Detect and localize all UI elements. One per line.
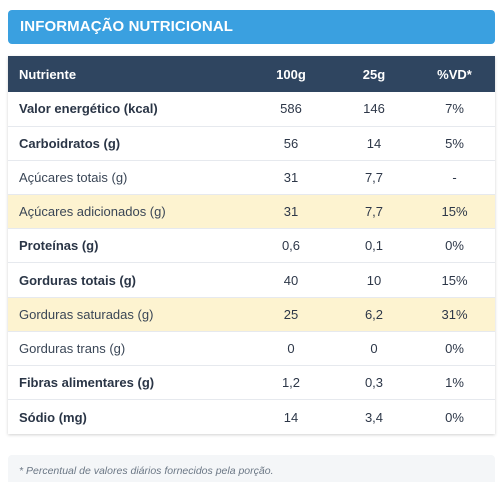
nutrient-name-cell: Fibras alimentares (g) bbox=[19, 375, 155, 391]
daily-value-cell: 5% bbox=[445, 135, 464, 151]
column-header-vd: %VD* bbox=[437, 66, 472, 82]
per-100g-cell: 14 bbox=[283, 409, 299, 425]
table-header: Nutriente 100g 25g %VD* bbox=[8, 56, 495, 92]
per-25g-cell: 7,7 bbox=[364, 169, 384, 185]
daily-value-cell: 31% bbox=[441, 306, 468, 322]
per-100g-cell: 586 bbox=[280, 101, 302, 117]
per-25g-cell: 7,7 bbox=[364, 204, 384, 220]
nutrition-table: Nutriente 100g 25g %VD* Valor energético… bbox=[8, 56, 495, 434]
column-header-25g: 25g bbox=[362, 66, 386, 82]
nutrient-name-cell: Sódio (mg) bbox=[19, 409, 87, 425]
daily-value-cell: 0% bbox=[445, 409, 464, 425]
per-25g-cell: 3,4 bbox=[364, 409, 384, 425]
nutrient-name-cell: Gorduras saturadas (g) bbox=[19, 306, 154, 322]
nutrient-name-cell: Gorduras totais (g) bbox=[19, 272, 137, 288]
per-25g-cell: 0,1 bbox=[364, 238, 384, 254]
column-header-100g: 100g bbox=[276, 66, 306, 82]
table-row: Gorduras saturadas (g) 25 6,2 31% bbox=[8, 297, 495, 332]
per-100g-cell: 31 bbox=[283, 204, 299, 220]
daily-value-cell: 7% bbox=[445, 101, 464, 117]
nutrition-table-card: Nutriente 100g 25g %VD* Valor energético… bbox=[8, 56, 495, 434]
per-25g-cell: 146 bbox=[363, 101, 385, 117]
table-row: Valor energético (kcal) 586 146 7% bbox=[8, 92, 495, 127]
daily-value-cell: 15% bbox=[441, 204, 468, 220]
section-title: INFORMAÇÃO NUTRICIONAL bbox=[8, 10, 495, 44]
table-body: Valor energético (kcal) 586 146 7% Carboidra… bbox=[8, 92, 495, 434]
daily-value-cell: 0% bbox=[445, 340, 464, 356]
column-header-nutriente: Nutriente bbox=[19, 66, 77, 82]
daily-value-cell: 15% bbox=[441, 272, 468, 288]
per-100g-cell: 1,2 bbox=[281, 375, 301, 391]
table-header-row: Nutriente 100g 25g %VD* bbox=[8, 56, 495, 92]
per-100g-cell: 25 bbox=[283, 306, 299, 322]
table-row: Fibras alimentares (g) 1,2 0,3 1% bbox=[8, 366, 495, 400]
nutrient-name-cell: Açúcares totais (g) bbox=[19, 169, 128, 185]
daily-value-cell: - bbox=[452, 169, 457, 185]
per-25g-cell: 6,2 bbox=[364, 306, 384, 322]
per-100g-cell: 31 bbox=[283, 169, 299, 185]
per-25g-cell: 0,3 bbox=[364, 375, 384, 391]
daily-value-cell: 0% bbox=[445, 238, 464, 254]
nutrient-name-cell: Proteínas (g) bbox=[19, 238, 99, 254]
per-100g-cell: 0,6 bbox=[281, 238, 301, 254]
table-row: Carboidratos (g) 56 14 5% bbox=[8, 126, 495, 161]
per-25g-cell: 14 bbox=[366, 135, 382, 151]
nutrient-name-cell: Valor energético (kcal) bbox=[19, 101, 158, 117]
table-row: Proteínas (g) 0,6 0,1 0% bbox=[8, 229, 495, 263]
footnote: * Percentual de valores diários fornecid… bbox=[8, 455, 495, 482]
nutrient-name-cell: Açúcares adicionados (g) bbox=[19, 204, 166, 220]
table-row: Sódio (mg) 14 3,4 0% bbox=[8, 400, 495, 434]
per-25g-cell: 0 bbox=[370, 340, 378, 356]
nutrient-name-cell: Carboidratos (g) bbox=[19, 135, 121, 151]
per-100g-cell: 40 bbox=[283, 272, 299, 288]
per-100g-cell: 0 bbox=[287, 340, 295, 356]
nutrient-name-cell: Gorduras trans (g) bbox=[19, 340, 126, 356]
table-row: Gorduras trans (g) 0 0 0% bbox=[8, 331, 495, 366]
table-row: Açúcares adicionados (g) 31 7,7 15% bbox=[8, 194, 495, 229]
table-row: Açúcares totais (g) 31 7,7 - bbox=[8, 160, 495, 195]
per-25g-cell: 10 bbox=[366, 272, 382, 288]
daily-value-cell: 1% bbox=[445, 375, 464, 391]
table-row: Gorduras totais (g) 40 10 15% bbox=[8, 263, 495, 298]
per-100g-cell: 56 bbox=[283, 135, 299, 151]
